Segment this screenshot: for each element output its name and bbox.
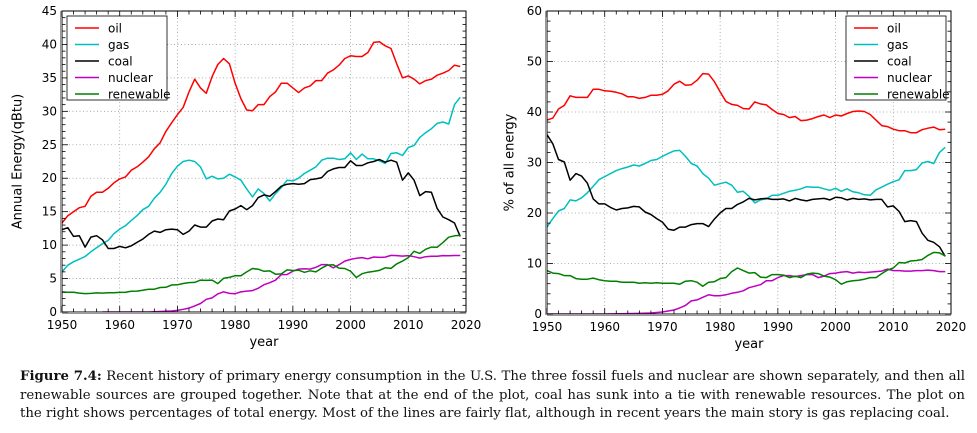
y-tick-label: 50 <box>527 55 542 69</box>
legend-label: renewable <box>108 88 171 102</box>
series-line-renewable <box>546 251 946 287</box>
legend-item-coal: coal <box>75 55 133 69</box>
y-tick-label: 30 <box>527 156 542 170</box>
x-tick-label: 1950 <box>47 318 78 332</box>
chart-1: 1950 1960 1970 1980 1990 2000 2010 2020 0 5 10 15 20… <box>11 4 482 350</box>
y-tick-label: 5 <box>49 272 57 286</box>
y-tick-label: 10 <box>42 238 57 252</box>
figure-charts: 1950 1960 1970 1980 1990 2000 2010 202005101520… <box>11 4 967 352</box>
series-line-nuclear <box>102 254 461 313</box>
y-tick-label: 40 <box>527 105 542 119</box>
legend-item-nuclear: nuclear <box>75 71 153 85</box>
x-tick-label: 1960 <box>589 320 620 334</box>
x-tick-label: 2000 <box>335 318 366 332</box>
x-tick-label: 2020 <box>936 320 967 334</box>
series-line-nuclear <box>547 268 946 315</box>
legend-item-renewable: renewable <box>75 88 171 102</box>
legend-item-oil: oil <box>854 22 901 36</box>
caption-text: Recent history of primary energy consump… <box>20 369 965 421</box>
legend-label: oil <box>887 22 901 36</box>
x-tick-label: 2010 <box>393 318 424 332</box>
x-tick-label: 2020 <box>451 318 482 332</box>
series-line-oil <box>546 72 946 134</box>
chart-2: 1950 1960 1970 1980 1990 2000 2010 2020 0 10 20 30 4… <box>503 4 967 352</box>
y-tick-label: 0 <box>49 305 57 319</box>
x-tick-label: 2000 <box>820 320 851 334</box>
x-tick-label: 1960 <box>104 318 135 332</box>
x-tick-label: 1990 <box>278 318 309 332</box>
y-tick-label: 30 <box>42 104 57 118</box>
legend-label: nuclear <box>887 71 932 85</box>
legend-item-renewable: renewable <box>854 88 950 102</box>
legend-label: coal <box>108 55 133 69</box>
y-tick-label: 20 <box>527 206 542 220</box>
series-line-gas <box>61 96 461 273</box>
x-axis-label: year <box>249 335 279 350</box>
y-tick-label: 0 <box>534 307 542 321</box>
x-tick-label: 2010 <box>878 320 909 334</box>
legend-box <box>66 15 168 101</box>
x-tick-label: 1970 <box>162 318 193 332</box>
legend-label: coal <box>887 55 912 69</box>
legend-item-gas: gas <box>854 38 908 52</box>
legend-label: gas <box>887 38 908 52</box>
legend-label: renewable <box>887 88 950 102</box>
x-tick-label: 1970 <box>647 320 678 334</box>
x-tick-label: 1980 <box>220 318 251 332</box>
legend-item-nuclear: nuclear <box>854 71 932 85</box>
legend-item-gas: gas <box>75 38 129 52</box>
x-axis-label: year <box>734 337 764 352</box>
caption-label: Figure 7.4: <box>20 369 102 384</box>
legend-item-coal: coal <box>854 55 912 69</box>
series-line-coal <box>61 158 461 250</box>
series-line-gas <box>546 146 946 228</box>
y-tick-label: 10 <box>527 257 542 271</box>
legend: oil gas coal nuclear renewable <box>845 15 950 102</box>
series-line-renewable <box>61 234 461 295</box>
legend-item-oil: oil <box>75 22 122 36</box>
legend-label: gas <box>108 38 129 52</box>
x-tick-label: 1950 <box>532 320 563 334</box>
y-tick-label: 45 <box>42 4 57 18</box>
legend-label: oil <box>108 22 122 36</box>
legend-box <box>845 15 947 101</box>
legend-label: nuclear <box>108 71 153 85</box>
y-tick-label: 20 <box>42 171 57 185</box>
series-line-coal <box>546 134 946 257</box>
y-tick-label: 60 <box>527 4 542 18</box>
legend: oil gas coal nuclear renewable <box>66 15 171 102</box>
series-line-oil <box>61 41 461 224</box>
y-tick-label: 25 <box>42 138 57 152</box>
x-tick-label: 1980 <box>705 320 736 334</box>
y-axis-label: Annual Energy(qBtu) <box>11 94 26 229</box>
y-axis-label: % of all energy <box>503 113 518 211</box>
x-tick-label: 1990 <box>763 320 794 334</box>
y-tick-label: 35 <box>42 71 57 85</box>
figure-caption: Figure 7.4: Recent history of primary en… <box>20 368 965 424</box>
y-tick-label: 15 <box>42 205 57 219</box>
y-tick-label: 40 <box>42 37 57 51</box>
